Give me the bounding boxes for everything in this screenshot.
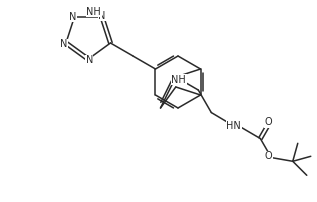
Text: O: O xyxy=(264,152,272,161)
Text: N: N xyxy=(86,55,93,65)
Text: NH: NH xyxy=(87,7,101,17)
Text: N: N xyxy=(60,39,68,49)
Text: NH: NH xyxy=(171,75,186,85)
Text: N: N xyxy=(98,11,106,21)
Text: HN: HN xyxy=(226,121,241,130)
Text: N: N xyxy=(69,12,76,22)
Text: O: O xyxy=(264,117,272,127)
